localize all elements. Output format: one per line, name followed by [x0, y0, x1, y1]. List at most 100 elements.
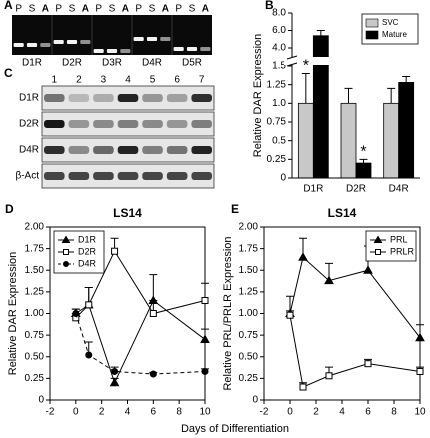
- y-tick-label: 1.75: [239, 243, 259, 254]
- gel-band: [200, 47, 211, 51]
- lane-label: S: [69, 4, 76, 15]
- blot-band: [191, 94, 212, 102]
- point: [109, 377, 120, 387]
- lane-label: P: [15, 4, 22, 15]
- point: [364, 360, 372, 368]
- blot-band: [191, 120, 212, 128]
- legend-label: D4R: [78, 258, 97, 268]
- panel-label: D: [5, 202, 14, 216]
- legend-label: D2R: [78, 246, 97, 256]
- x-tick-label: D4R: [389, 184, 409, 195]
- y-tick-label: 0: [38, 395, 44, 406]
- lane-label: S: [189, 4, 196, 15]
- gel-band: [53, 40, 64, 44]
- y-tick-label: 1.75: [25, 243, 45, 254]
- legend-swatch: [365, 18, 379, 28]
- panel-label: A: [4, 0, 13, 12]
- blot-band: [44, 120, 65, 128]
- blot-strip: [41, 111, 215, 137]
- y-tick-label: 0.25: [239, 373, 259, 384]
- panel-label: E: [231, 202, 239, 216]
- y-tick-label: 0.50: [25, 351, 45, 362]
- blot-band: [44, 172, 65, 180]
- point: [200, 334, 210, 343]
- point: [416, 367, 424, 375]
- blot-band: [166, 146, 188, 154]
- lane-number: 7: [199, 75, 205, 86]
- gel-band: [160, 37, 171, 41]
- lane-number: 4: [125, 75, 131, 86]
- bar: [383, 102, 400, 179]
- blot-band: [142, 94, 163, 102]
- y-tick-label: 6.0: [272, 25, 286, 36]
- axis-break: [284, 57, 420, 65]
- blot-band: [117, 146, 139, 154]
- x-tick-label: -2: [46, 407, 55, 418]
- y-tick-label: 1.00: [239, 308, 259, 319]
- x-tick-label: 10: [199, 407, 211, 418]
- y-tick-label: 0.75: [25, 330, 45, 341]
- gel-band: [13, 43, 24, 47]
- y-tick-label: 0: [252, 395, 258, 406]
- blot-band: [166, 120, 188, 128]
- y-tick-label: 1.25: [267, 79, 287, 90]
- blot-band: [93, 94, 114, 102]
- y-axis-label: Relative DAR Expression: [7, 252, 19, 376]
- x-tick-label: D2R: [346, 184, 366, 195]
- point: [415, 332, 425, 342]
- x-tick-label: 4: [125, 407, 131, 418]
- lane-label: A: [42, 4, 49, 15]
- lane-number: 2: [76, 75, 82, 86]
- x-tick-label: 10: [414, 407, 426, 418]
- y-tick-label: 1.0: [272, 98, 286, 109]
- point: [72, 310, 80, 317]
- gel-band: [40, 43, 51, 47]
- x-tick-label: 4: [339, 407, 345, 418]
- blot-band: [68, 146, 90, 154]
- point: [111, 247, 119, 255]
- panel-label: B: [265, 0, 274, 12]
- legend-label: PRLR: [390, 246, 415, 256]
- point: [149, 310, 157, 317]
- group-label: D1R: [22, 58, 42, 69]
- legend-label: D1R: [78, 234, 97, 244]
- legend-label: PRL: [390, 234, 408, 244]
- bar: [355, 162, 372, 179]
- row-label: D4R: [19, 145, 39, 156]
- lane-label: P: [135, 4, 142, 15]
- error-bar: [301, 72, 310, 104]
- gel-band: [66, 40, 78, 44]
- lane-number: 3: [101, 75, 107, 86]
- series-line: [289, 256, 421, 339]
- lane-label: A: [202, 4, 209, 15]
- group-label: D5R: [182, 58, 202, 69]
- y-tick-label: 1.00: [25, 308, 45, 319]
- point: [299, 383, 307, 391]
- legend-label: SVC: [382, 18, 399, 27]
- point: [201, 367, 209, 375]
- blot-band: [191, 146, 212, 154]
- panel-label: C: [4, 66, 13, 80]
- legend-swatch: [365, 30, 379, 40]
- error-bar: [359, 158, 368, 164]
- blot-band: [191, 172, 212, 180]
- blot-band: [68, 94, 90, 102]
- point: [286, 311, 294, 319]
- y-tick-label: 1.5: [272, 61, 286, 72]
- x-tick-label: D1R: [303, 184, 323, 195]
- break-mark: [286, 55, 298, 67]
- legend-marker: [375, 249, 381, 255]
- error-bar: [344, 87, 353, 104]
- blot-band: [166, 172, 188, 180]
- y-tick-label: 0.25: [25, 373, 45, 384]
- y-tick-label: 0.75: [267, 117, 287, 128]
- x-tick-label: 2: [99, 407, 105, 418]
- group-label: D3R: [102, 58, 122, 69]
- y-tick-label: 8.0: [272, 8, 286, 19]
- x-tick-label: 2: [313, 407, 319, 418]
- gel-band: [133, 37, 144, 41]
- gel-band: [173, 47, 184, 51]
- blot-band: [44, 94, 65, 102]
- legend-marker: [373, 235, 383, 243]
